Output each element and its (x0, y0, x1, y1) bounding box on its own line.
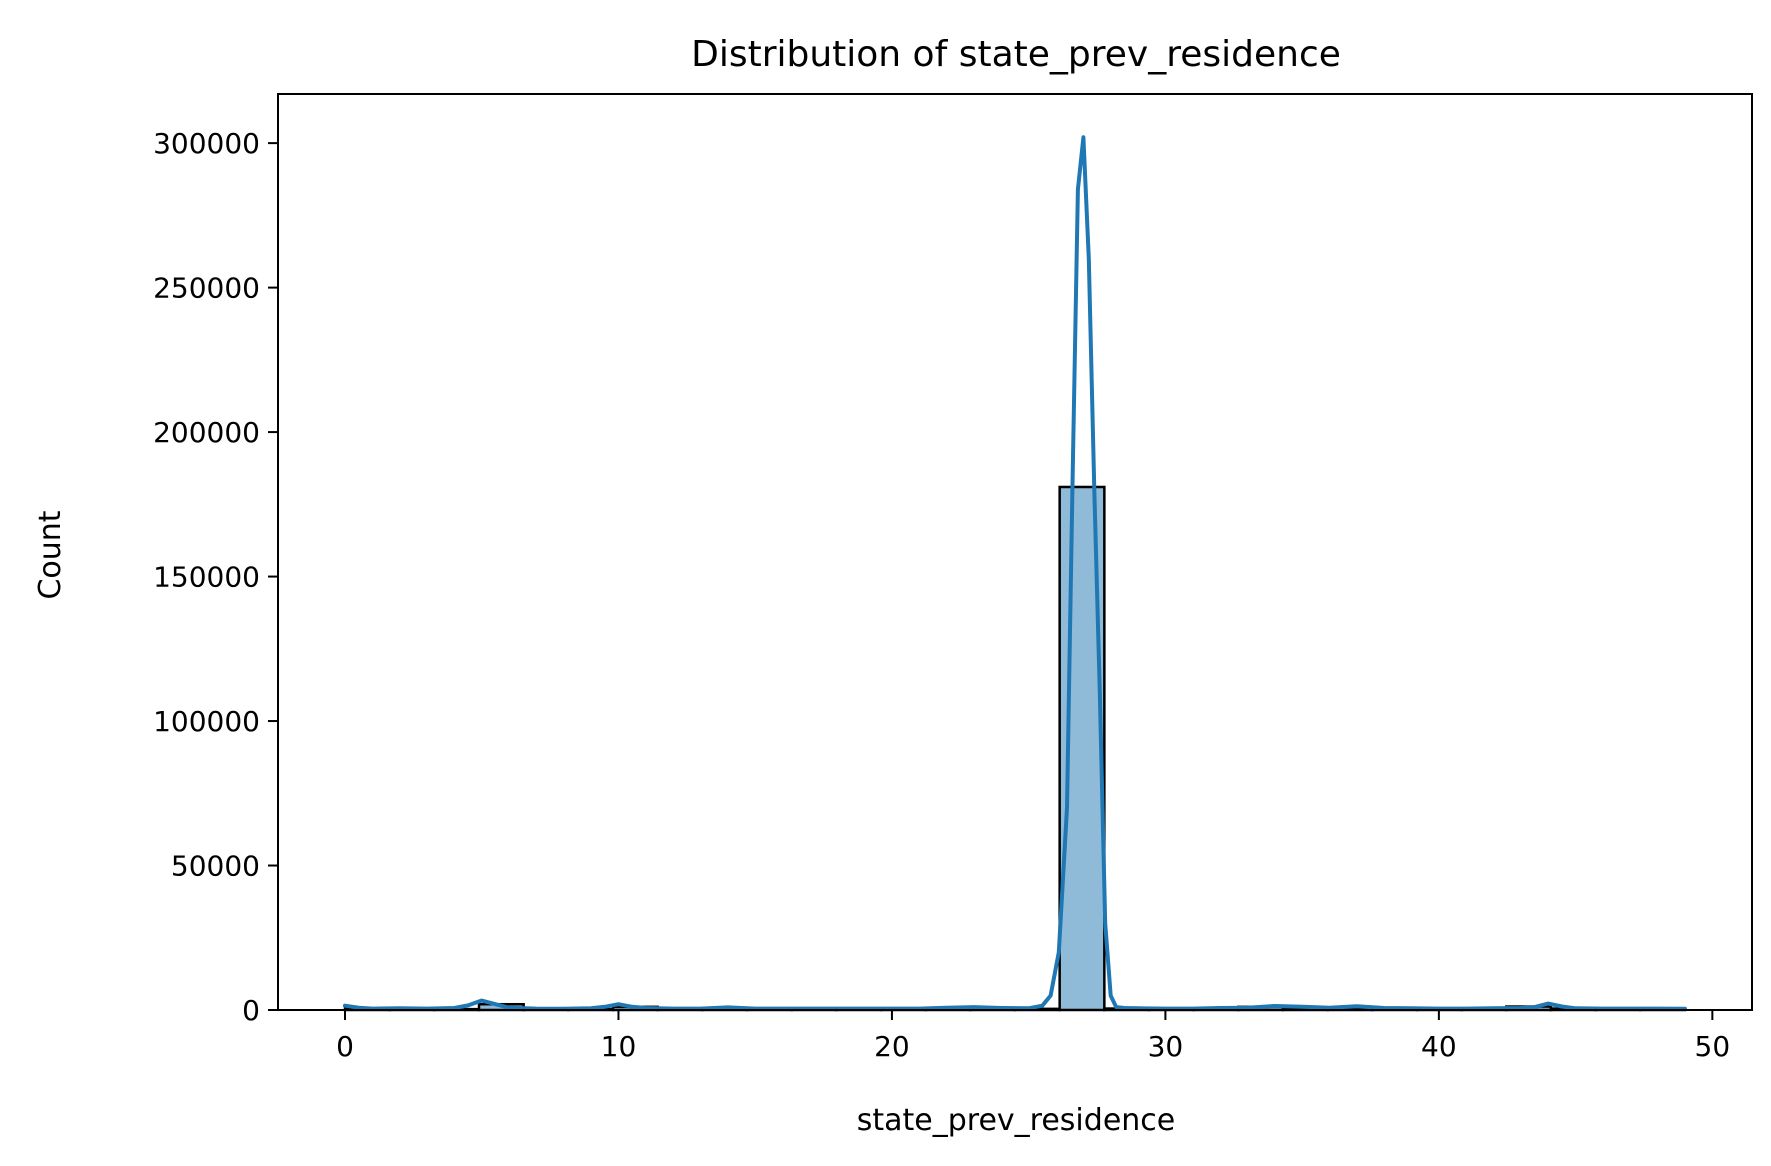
y-tick-label: 300000 (153, 127, 260, 160)
kde-layer (343, 135, 1687, 1011)
y-tick-label: 100000 (153, 705, 260, 738)
x-tick-label: 40 (1421, 1030, 1457, 1063)
x-axis: 0 10 20 30 40 50 (336, 1010, 1730, 1063)
y-axis-label: Count (33, 510, 68, 599)
chart-title: Distribution of state_prev_residence (691, 34, 1341, 75)
x-tick-label: 50 (1695, 1030, 1731, 1063)
x-tick-label: 0 (336, 1030, 354, 1063)
y-tick-label: 250000 (153, 272, 260, 305)
x-tick-label: 20 (874, 1030, 910, 1063)
y-axis: 0 50000 100000 150000 200000 250000 300000 (153, 127, 278, 1027)
plot-frame (277, 93, 1753, 1011)
x-tick-label: 30 (1148, 1030, 1184, 1063)
y-tick-label: 150000 (153, 561, 260, 594)
kde-line (343, 135, 1687, 1011)
y-tick-label: 0 (242, 994, 260, 1027)
x-axis-label: state_prev_residence (857, 1103, 1176, 1138)
x-tick-label: 10 (601, 1030, 637, 1063)
y-tick-label: 200000 (153, 416, 260, 449)
y-tick-label: 50000 (171, 850, 260, 883)
